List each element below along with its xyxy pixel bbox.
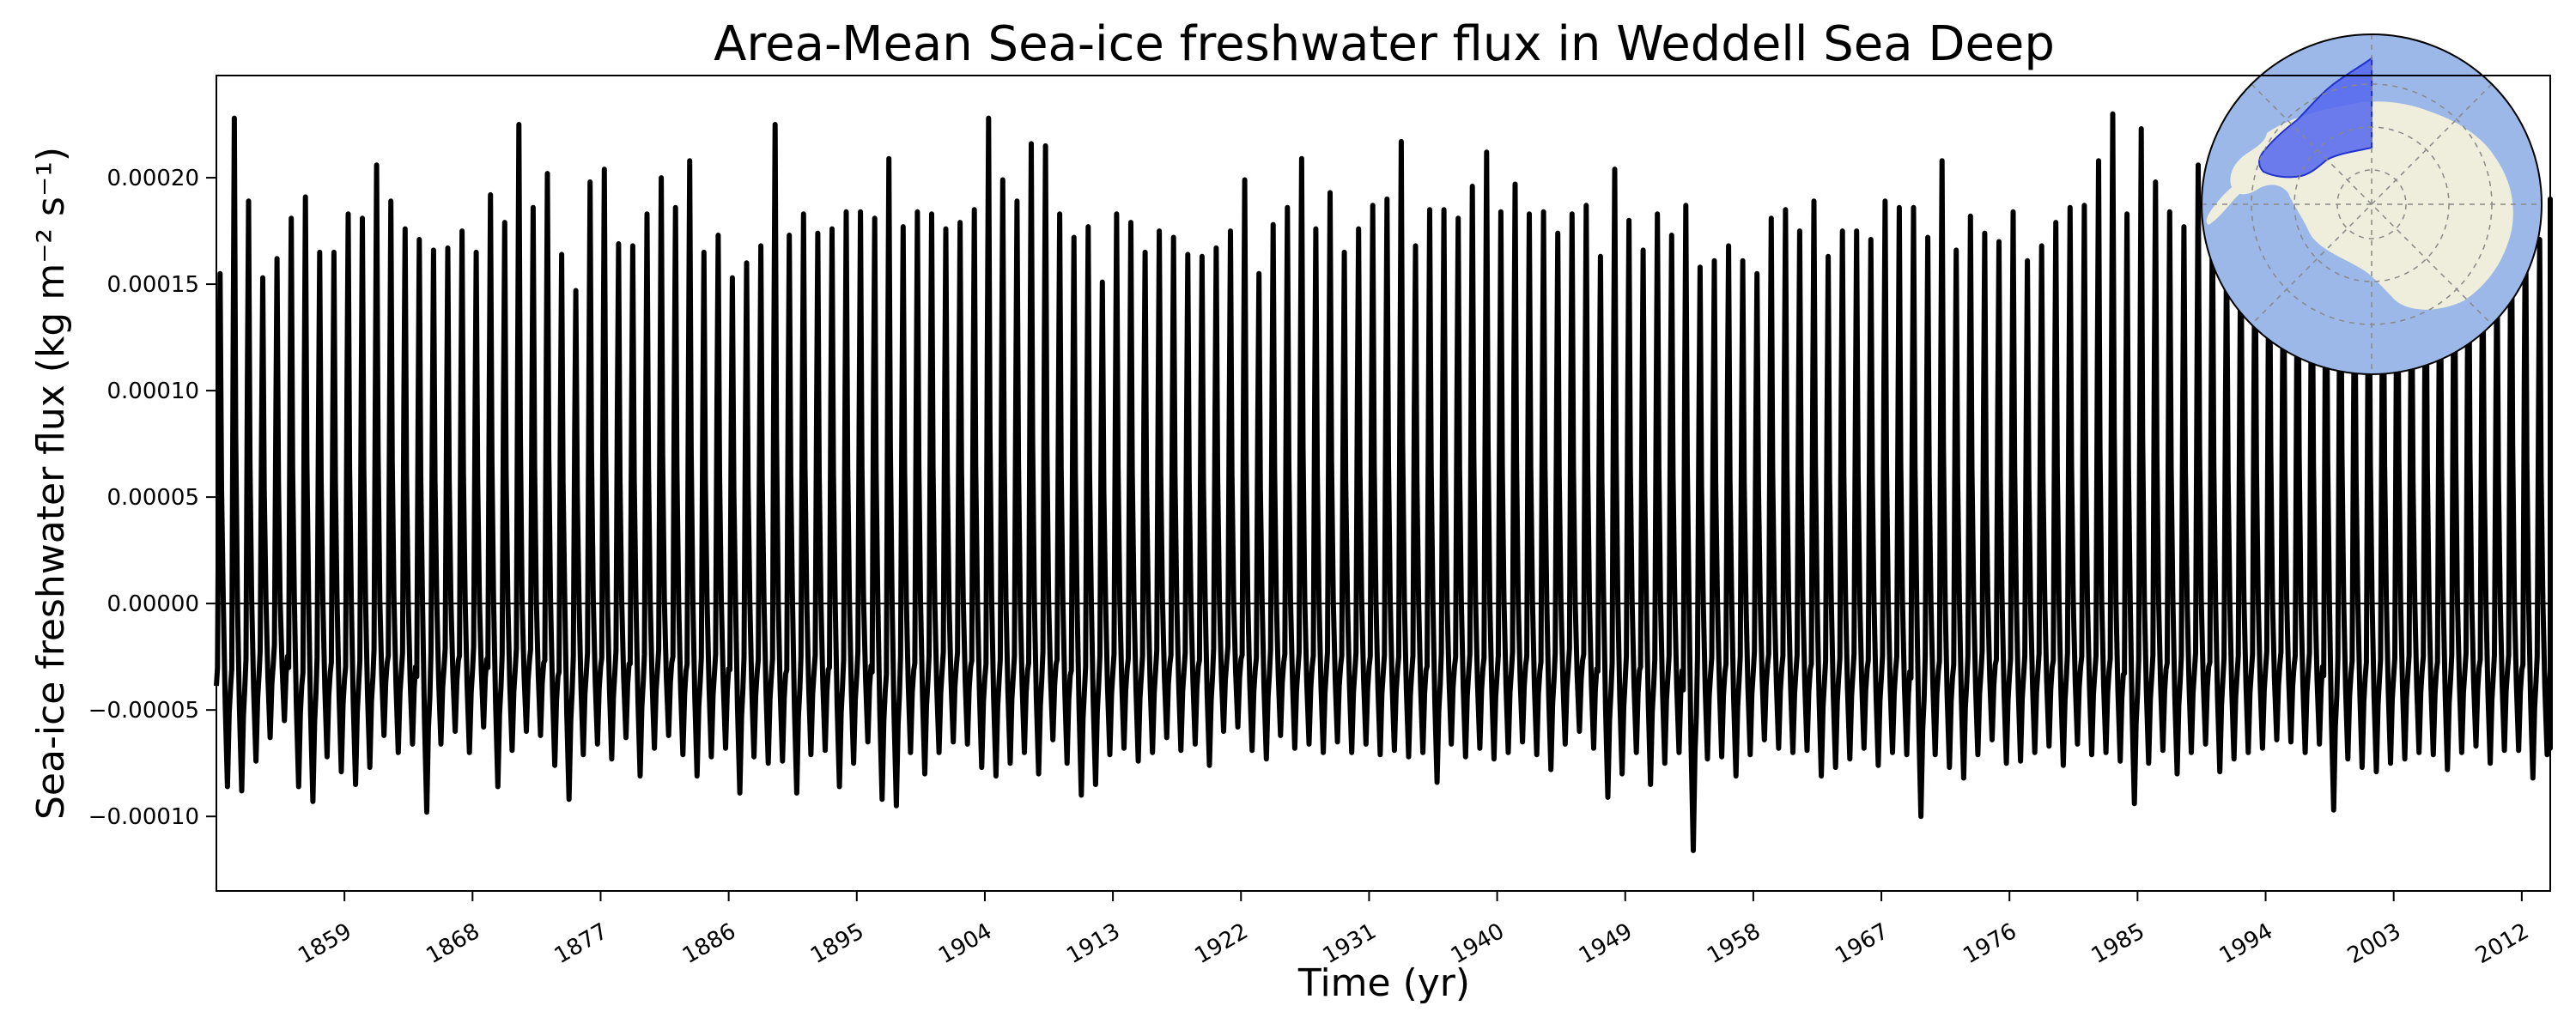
x-tick-label: 2003	[2343, 918, 2405, 969]
x-tick-label: 1976	[1959, 918, 2020, 969]
series-line-sea-ice-freshwater-flux	[214, 111, 2553, 853]
x-tick-label: 1904	[934, 918, 996, 969]
x-tick-label: 1994	[2215, 918, 2277, 969]
x-tick-label: 1886	[678, 918, 740, 969]
inset-map	[2201, 33, 2543, 375]
map-border	[2201, 33, 2543, 375]
x-tick-label: 1868	[422, 918, 484, 969]
map-graticule	[2202, 34, 2542, 374]
x-tick-label: 2012	[2471, 918, 2533, 969]
y-tick-label: 0.00020	[106, 166, 199, 191]
y-tick-label: −0.00010	[88, 804, 199, 830]
x-axis-label: Time (yr)	[1297, 961, 1470, 1005]
x-tick-label: 1877	[550, 918, 612, 969]
chart-title: Area-Mean Sea-ice freshwater flux in Wed…	[714, 16, 2055, 72]
x-tick-label: 1895	[806, 918, 868, 969]
y-axis: −0.00010 −0.00005 0.00000 0.00005 0.00010 0.0…	[88, 166, 216, 830]
y-tick-label: −0.00005	[88, 698, 199, 724]
x-tick-label: 1859	[294, 918, 355, 969]
x-tick-label: 1985	[2087, 918, 2149, 969]
x-tick-label: 1922	[1190, 918, 1252, 969]
x-tick-label: 1967	[1831, 918, 1893, 969]
x-axis: 1859 1868 1877 1886 1895 1904 1913 1922 1931 1940…	[294, 891, 2533, 969]
y-tick-label: 0.00005	[106, 485, 199, 511]
y-axis-label-text: Sea-ice freshwater flux (kg m⁻² s⁻¹)	[29, 147, 73, 820]
x-tick-label: 1958	[1703, 918, 1765, 969]
map-antarctic-peninsula	[2206, 172, 2262, 225]
y-tick-label: 0.00000	[106, 591, 199, 617]
y-tick-label: 0.00015	[106, 272, 199, 298]
y-tick-label: 0.00010	[106, 379, 199, 404]
x-tick-label: 1913	[1062, 918, 1124, 969]
x-tick-label: 1949	[1575, 918, 1637, 969]
y-axis-label: Sea-ice freshwater flux (kg m⁻² s⁻¹)	[29, 147, 73, 820]
plot-area	[214, 111, 2553, 853]
plot-frame	[216, 75, 2551, 892]
